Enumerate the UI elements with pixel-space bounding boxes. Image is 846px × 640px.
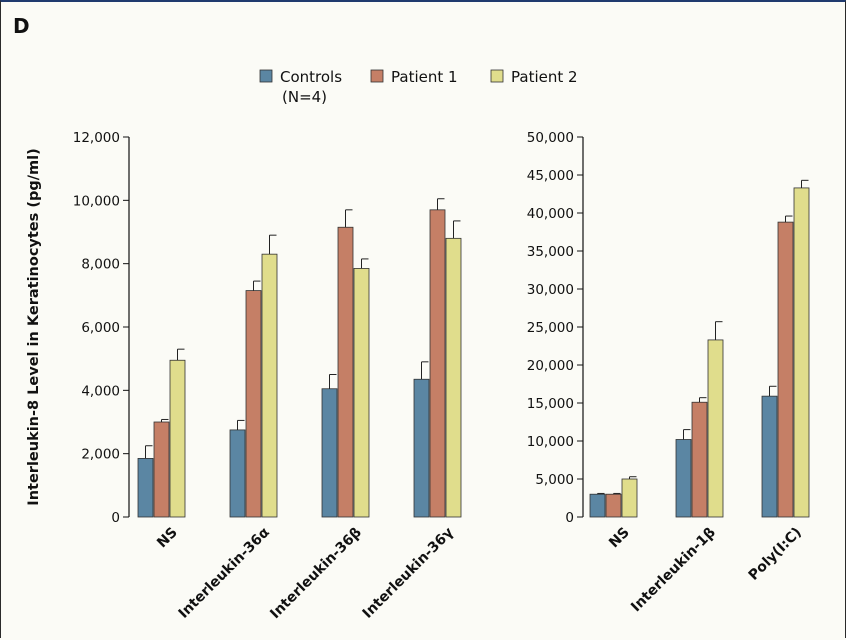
right-bar-1-2 [707,339,724,518]
right-ytick-label-7: 35,000 [527,244,574,260]
left-bar-1-2 [261,253,278,518]
right-bar-2-0 [761,395,778,518]
left-bar-2-1 [337,226,354,518]
right-ytick-label-3: 15,000 [527,396,574,412]
right-category-label-0: NS [606,525,633,552]
left-ytick-label-0: 0 [111,510,120,526]
left-bar-2-2 [353,268,370,518]
right-bar-2-2 [793,187,810,518]
left-bar-0-0 [137,458,154,518]
left-bar-1-1 [245,290,262,518]
left-bar-3-1 [429,209,446,518]
left-bar-1-0 [229,429,246,518]
left-bar-2-0 [321,388,338,518]
left-bar-3-0 [413,378,430,518]
y-axis-label: Interleukin-8 Level in Keratinocytes (pg… [26,148,42,505]
right-ytick-label-1: 5,000 [535,472,574,488]
left-ytick-label-6: 12,000 [73,130,120,146]
right-bar-0-2 [621,478,638,518]
left-panel: 02,0004,0006,0008,00010,00012,000NSInter… [73,130,462,623]
right-ytick-label-5: 25,000 [527,320,574,336]
left-ytick-label-4: 8,000 [81,257,120,273]
legend-sublabel-0: (N=4) [282,88,327,106]
right-ytick-label-8: 40,000 [527,206,574,222]
right-ytick-label-4: 20,000 [527,358,574,374]
right-bar-1-1 [691,401,708,518]
right-ytick-label-2: 10,000 [527,434,574,450]
left-ytick-label-3: 6,000 [81,320,120,336]
right-bar-1-0 [675,439,692,518]
legend-swatch-0 [259,69,273,83]
left-ytick-label-1: 2,000 [81,447,120,463]
right-panel: 0 5,000 10,000 15,000 20,000 25,000 30,000 35,0… [527,130,810,616]
left-bar-3-2 [445,237,462,518]
left-category-label-1: Interleukin-36α [176,524,274,622]
right-category-label-2: Poly(I:C) [746,525,805,584]
legend-swatch-2 [490,69,504,83]
left-bar-0-1 [153,421,170,518]
left-category-label-3: Interleukin-36γ [360,524,458,622]
right-ytick-label-10: 50,000 [527,130,574,146]
left-ytick-label-2: 4,000 [81,383,120,399]
right-bar-0-0 [589,493,606,518]
right-ytick-label-0: 0 [565,510,574,526]
legend: Controls (N=4) Patient 1 Patient 2 [259,68,578,106]
legend-label-2: Patient 2 [511,68,578,86]
left-category-label-0: NS [154,525,181,552]
right-category-label-1: Interleukin-1β [628,525,719,616]
legend-label-1: Patient 1 [391,68,458,86]
right-bar-2-1 [777,221,794,518]
left-ytick-label-5: 10,000 [73,193,120,209]
right-ytick-label-9: 45,000 [527,168,574,184]
legend-label-0: Controls [280,68,342,86]
left-bar-0-2 [169,359,186,518]
left-category-label-2: Interleukin-36β [267,525,365,623]
right-bar-0-1 [605,493,622,518]
panel-label: D [13,14,30,38]
legend-swatch-1 [370,69,384,83]
right-ytick-label-6: 30,000 [527,282,574,298]
